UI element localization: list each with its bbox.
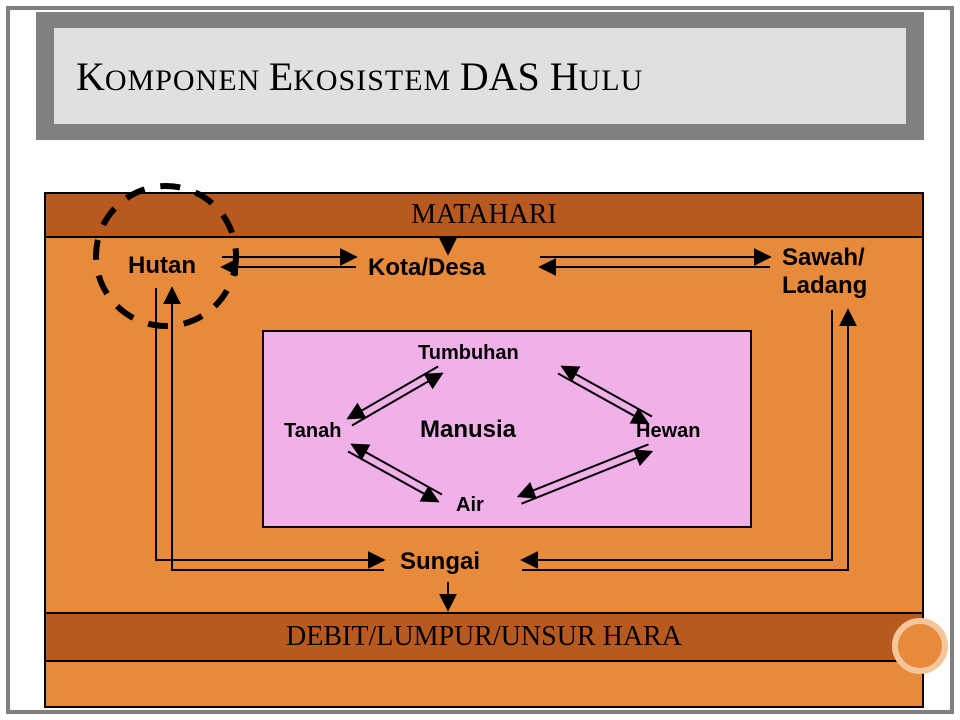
node-sawah-ladang: Sawah/ Ladang <box>782 244 867 300</box>
bottom-band-label: DEBIT/LUMPUR/UNSUR HARA <box>286 621 682 653</box>
slide: KOMPONEN EKOSISTEM DAS HULU MATAHARI DEB… <box>0 0 960 720</box>
node-hewan: Hewan <box>636 420 700 443</box>
node-tumbuhan: Tumbuhan <box>418 342 519 365</box>
node-sungai: Sungai <box>400 548 480 576</box>
node-manusia: Manusia <box>420 416 516 444</box>
node-kota-desa: Kota/Desa <box>368 254 485 282</box>
node-hutan: Hutan <box>128 252 196 280</box>
node-tanah: Tanah <box>284 420 341 443</box>
node-air: Air <box>456 494 484 517</box>
title-inner: KOMPONEN EKOSISTEM DAS HULU <box>54 28 906 124</box>
slide-title: KOMPONEN EKOSISTEM DAS HULU <box>76 53 643 100</box>
bottom-band: DEBIT/LUMPUR/UNSUR HARA <box>44 612 924 662</box>
top-band-label: MATAHARI <box>411 199 557 231</box>
accent-circle-icon <box>892 618 948 674</box>
top-band: MATAHARI <box>44 192 924 238</box>
